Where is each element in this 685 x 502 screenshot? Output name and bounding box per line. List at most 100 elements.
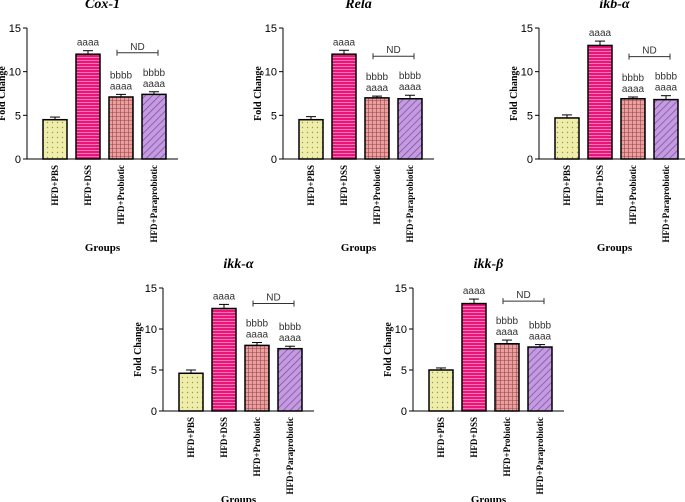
- category-label: HFD+Paraprobiotic: [661, 165, 671, 242]
- bar: [364, 97, 390, 160]
- comparison-label: ND: [516, 290, 530, 301]
- category-label: HFD+Paraprobiotic: [149, 165, 159, 242]
- category-label: HFD+Paraprobiotic: [285, 417, 295, 494]
- chart-title: ikb-α: [599, 0, 630, 12]
- category-label: HFD+PBS: [50, 165, 60, 206]
- significance-label: bbbb: [622, 73, 645, 84]
- x-axis-title: Groups: [221, 494, 257, 502]
- y-tick-label: 0: [401, 406, 407, 418]
- significance-label: bbbb: [246, 319, 269, 330]
- category-label: HFD+DSS: [469, 417, 479, 458]
- y-axis-title: Fold Change: [133, 322, 144, 377]
- significance-label: aaaa: [279, 333, 302, 344]
- y-tick-label: 15: [9, 23, 21, 35]
- y-tick-label: 10: [9, 67, 21, 79]
- significance-label: aaaa: [143, 79, 166, 90]
- significance-label: aaaa: [213, 291, 236, 302]
- category-label: HFD+Probiotic: [502, 417, 512, 476]
- significance-label: aaaa: [529, 332, 552, 343]
- y-tick-label: 0: [527, 154, 533, 166]
- category-label: HFD+Probiotic: [116, 165, 126, 224]
- y-tick-label: 5: [271, 110, 277, 122]
- significance-label: bbbb: [529, 321, 552, 332]
- y-tick-label: 5: [527, 110, 533, 122]
- bar: [331, 53, 357, 160]
- x-axis-title: Groups: [85, 242, 121, 254]
- significance-label: bbbb: [496, 316, 519, 327]
- bar: [461, 302, 487, 412]
- y-tick-label: 5: [15, 110, 21, 122]
- y-tick-label: 10: [395, 324, 407, 336]
- bar: [178, 372, 204, 412]
- bar: [620, 97, 646, 160]
- category-label: HFD+PBS: [436, 417, 446, 458]
- y-tick-label: 5: [151, 365, 157, 377]
- bar: [587, 44, 613, 160]
- y-tick-label: 5: [401, 365, 407, 377]
- significance-label: aaaa: [399, 82, 422, 93]
- comparison-label: ND: [386, 45, 400, 56]
- chart-title: ikk-α: [223, 257, 254, 272]
- chart-title: ikk-β: [474, 257, 505, 272]
- y-tick-label: 10: [145, 324, 157, 336]
- comparison-label: ND: [642, 46, 656, 57]
- y-axis-title: Fold Change: [253, 66, 264, 121]
- significance-label: bbbb: [143, 68, 166, 79]
- category-label: HFD+Paraprobiotic: [405, 165, 415, 242]
- significance-label: aaaa: [110, 81, 133, 92]
- y-axis-title: Fold Change: [383, 322, 394, 377]
- y-tick-label: 10: [265, 67, 277, 79]
- significance-label: bbbb: [110, 70, 133, 81]
- comparison-label: ND: [266, 293, 280, 304]
- bar: [554, 117, 580, 160]
- bar: [527, 346, 553, 412]
- significance-label: aaaa: [77, 38, 100, 49]
- x-axis-title: Groups: [471, 494, 507, 502]
- significance-label: aaaa: [655, 83, 678, 94]
- category-label: HFD+Probiotic: [628, 165, 638, 224]
- significance-label: aaaa: [366, 83, 389, 94]
- significance-label: aaaa: [589, 28, 612, 39]
- y-tick-label: 0: [15, 154, 21, 166]
- y-axis-title: Fold Change: [509, 66, 520, 121]
- significance-label: aaaa: [246, 330, 269, 341]
- bar: [108, 96, 134, 160]
- significance-label: bbbb: [655, 72, 678, 83]
- category-label: HFD+DSS: [339, 165, 349, 206]
- chart-title: Rela: [344, 0, 371, 12]
- chart-title: Cox-1: [85, 0, 120, 12]
- bar: [653, 98, 679, 160]
- y-tick-label: 0: [151, 406, 157, 418]
- category-label: HFD+DSS: [83, 165, 93, 206]
- category-label: HFD+PBS: [562, 165, 572, 206]
- category-label: HFD+Probiotic: [372, 165, 382, 224]
- category-label: HFD+Paraprobiotic: [535, 417, 545, 494]
- significance-label: aaaa: [622, 84, 645, 95]
- y-tick-label: 15: [145, 283, 157, 295]
- y-axis-title: Fold Change: [0, 66, 8, 121]
- bar: [428, 369, 454, 412]
- y-tick-label: 15: [265, 23, 277, 35]
- significance-label: aaaa: [333, 37, 356, 48]
- bar: [141, 93, 167, 160]
- significance-label: bbbb: [366, 72, 389, 83]
- bar: [298, 118, 324, 160]
- significance-label: bbbb: [399, 71, 422, 82]
- y-tick-label: 15: [521, 23, 533, 35]
- category-label: HFD+PBS: [186, 417, 196, 458]
- comparison-label: ND: [130, 42, 144, 53]
- significance-label: aaaa: [463, 286, 486, 297]
- bar: [494, 343, 520, 412]
- bar: [397, 97, 423, 160]
- bar: [277, 347, 303, 412]
- bar: [211, 307, 237, 412]
- category-label: HFD+DSS: [595, 165, 605, 206]
- bar: [244, 344, 270, 412]
- y-tick-label: 15: [395, 283, 407, 295]
- bar: [42, 118, 68, 160]
- x-axis-title: Groups: [341, 242, 377, 254]
- significance-label: aaaa: [496, 327, 519, 338]
- x-axis-title: Groups: [597, 242, 633, 254]
- category-label: HFD+DSS: [219, 417, 229, 458]
